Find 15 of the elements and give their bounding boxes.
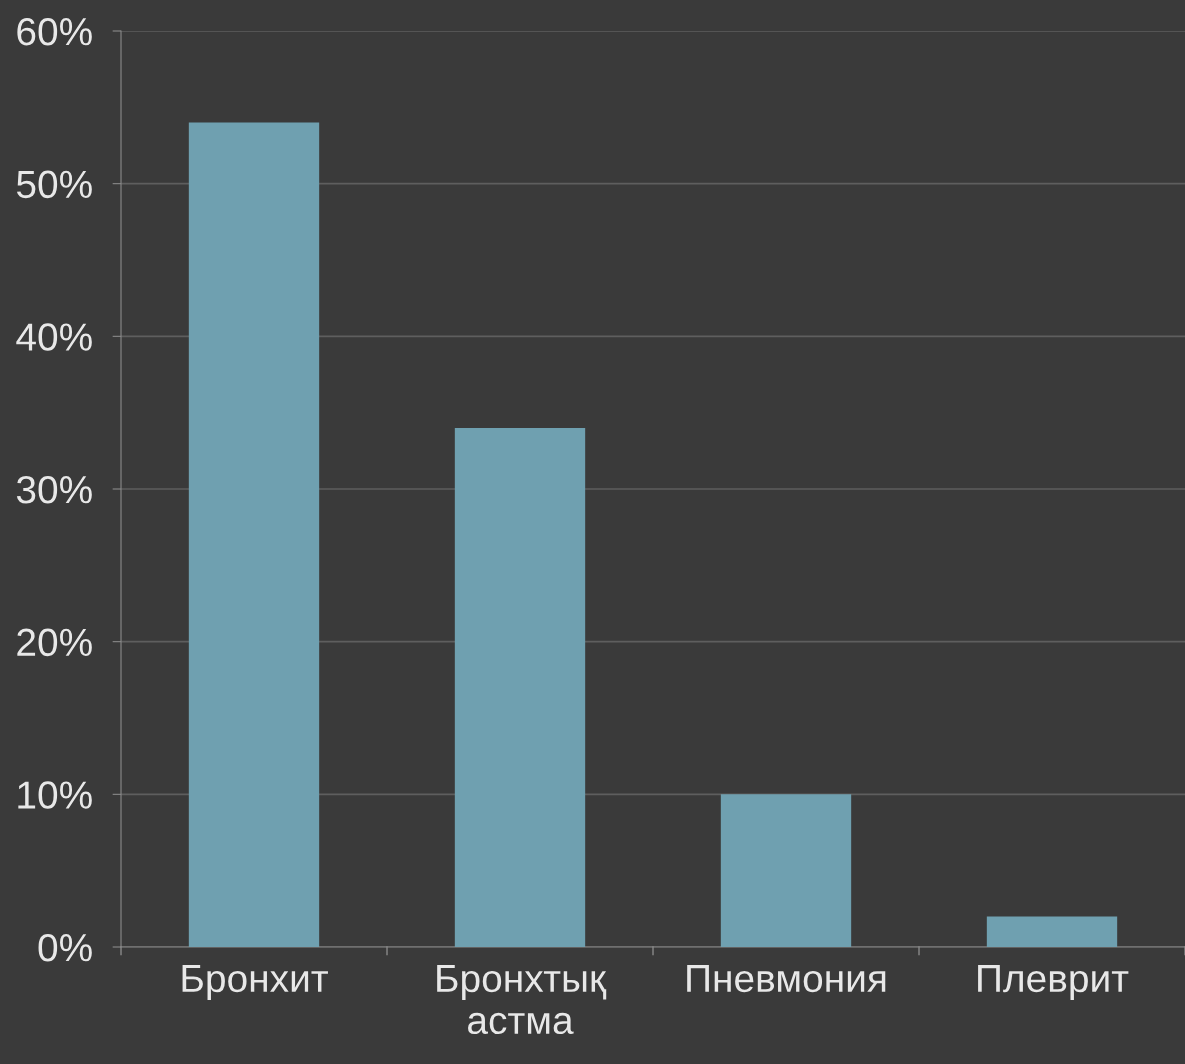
- bar: [986, 916, 1118, 947]
- y-tick-label: 20%: [17, 628, 92, 657]
- x-tick-label: Бронхтық астма: [437, 965, 607, 1035]
- bar: [720, 794, 852, 947]
- x-tick-label: Пневмония: [687, 965, 886, 993]
- x-tick-label: Бронхит: [182, 965, 328, 1000]
- y-tick-label: 0%: [38, 933, 92, 962]
- y-tick-label: 40%: [16, 323, 92, 351]
- y-tick-label: 10%: [18, 781, 92, 809]
- y-tick-label: 60%: [17, 17, 92, 46]
- bar: [188, 122, 320, 947]
- y-tick-label: 30%: [16, 475, 92, 504]
- bar: [454, 427, 586, 947]
- y-tick-label: 50%: [16, 170, 92, 199]
- x-tick-label: Плеврит: [978, 965, 1129, 1000]
